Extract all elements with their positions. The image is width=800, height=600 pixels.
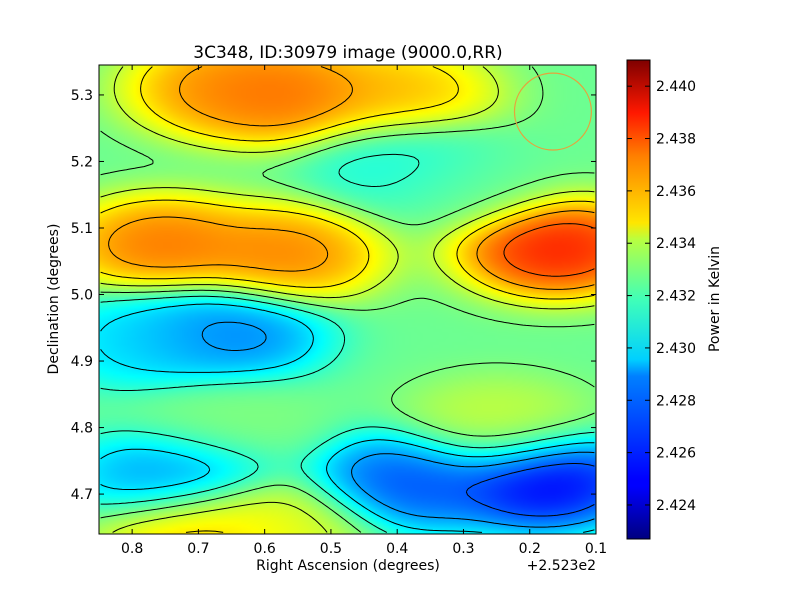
colorbar-ticks: 2.424 2.426 2.428 2.430 2.432 2.434 2.436 2.438… [627, 79, 696, 514]
x-axis-label: Right Ascension (degrees) [256, 558, 440, 574]
colorbar-frame [626, 59, 651, 540]
heatmap-image [99, 65, 596, 534]
colorbar-tick-label: 2.426 [656, 446, 696, 462]
y-axis-ticks: 4.7 4.8 4.9 5.0 5.1 5.2 5.3 [71, 88, 596, 503]
contour-line [465, 463, 595, 517]
x-axis-offset: +2.523e2 [527, 558, 596, 574]
y-axis-label: Declination (degrees) [46, 224, 62, 375]
colorbar-tick-label: 2.428 [656, 393, 696, 409]
x-tick-label: 0.8 [121, 541, 143, 557]
colorbar: 2.424 2.426 2.428 2.430 2.432 2.434 2.436 2.438… [626, 59, 723, 540]
y-tick-label: 5.1 [71, 221, 93, 237]
chart-title: 3C348, ID:30979 image (9000.0,RR) [193, 43, 502, 63]
beam-circle [513, 72, 592, 151]
x-tick-label: 0.3 [452, 541, 474, 557]
y-tick-label: 5.2 [71, 154, 93, 170]
plot-area [98, 64, 597, 535]
contour-line [100, 66, 595, 533]
colorbar-tick-label: 2.432 [656, 289, 696, 305]
x-tick-label: 0.2 [519, 541, 541, 557]
colorbar-tick-label: 2.438 [656, 132, 696, 148]
y-tick-label: 5.0 [71, 288, 93, 304]
x-tick-label: 0.4 [386, 541, 408, 557]
contour-line [100, 66, 595, 533]
x-tick-label: 0.1 [585, 541, 607, 557]
y-tick-label: 4.9 [71, 354, 93, 370]
contour-line [100, 153, 595, 533]
colorbar-tick-label: 2.430 [656, 341, 696, 357]
x-tick-label: 0.7 [187, 541, 209, 557]
plot-frame [98, 64, 597, 535]
contour-line [100, 303, 595, 533]
colorbar-tick-label: 2.440 [656, 79, 696, 95]
x-axis-ticks: 0.8 0.7 0.6 0.5 0.4 0.3 0.2 0.1 [121, 65, 607, 557]
contour-line [503, 223, 595, 277]
contour-layer [100, 66, 595, 533]
y-tick-label: 4.7 [71, 487, 93, 503]
colorbar-tick-label: 2.434 [656, 236, 696, 252]
x-tick-label: 0.6 [254, 541, 276, 557]
colorbar-label: Power in Kelvin [707, 246, 723, 352]
contour-line [100, 66, 595, 533]
colorbar-tick-label: 2.424 [656, 498, 696, 514]
x-tick-label: 0.5 [320, 541, 342, 557]
contour-line [201, 321, 595, 528]
y-tick-label: 5.3 [71, 88, 93, 104]
colorbar-gradient [627, 60, 650, 539]
contour-line [108, 66, 595, 290]
colorbar-tick-label: 2.436 [656, 184, 696, 200]
y-tick-label: 4.8 [71, 421, 93, 437]
